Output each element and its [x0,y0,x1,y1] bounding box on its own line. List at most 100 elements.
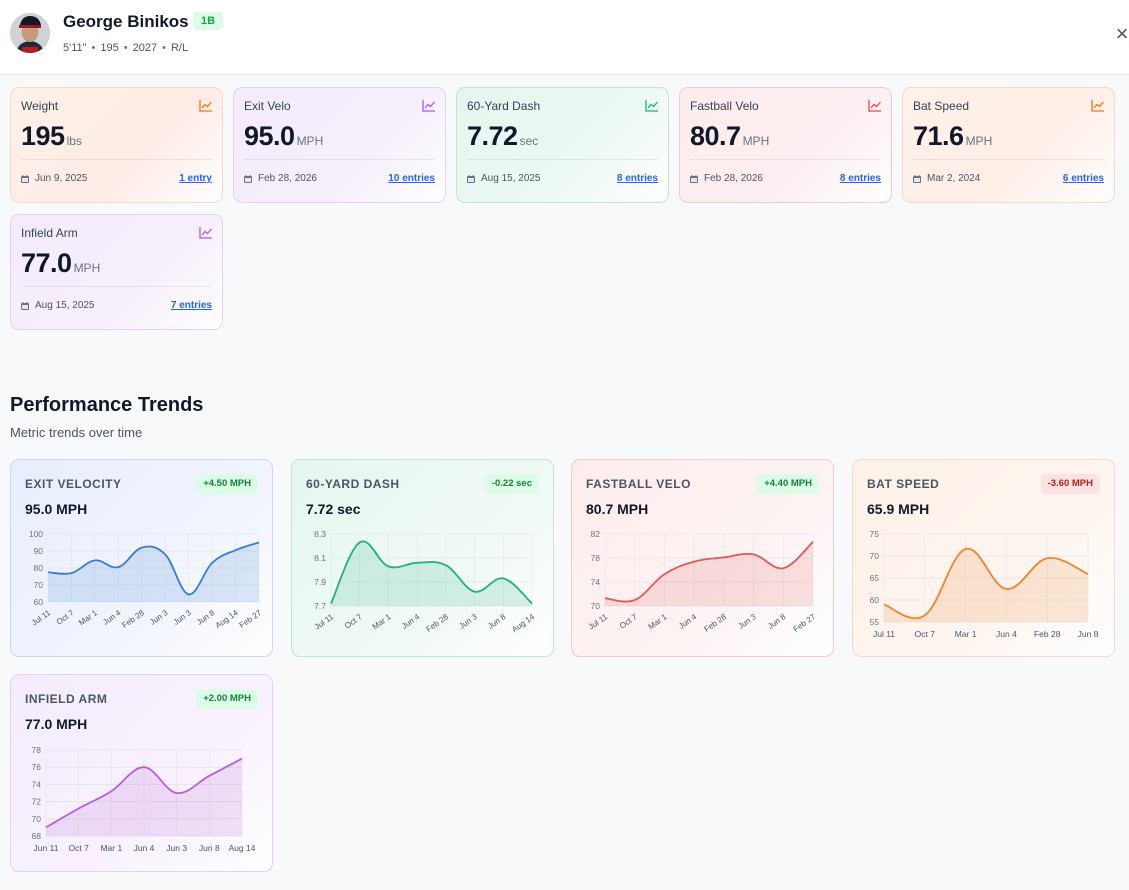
data-point[interactable] [330,602,332,604]
metric-card-infield-arm[interactable]: Infield Arm 77.0 MPH Aug 15, 2025 7 entri… [10,214,223,330]
y-tick-label: 80 [34,563,44,573]
x-tick-label: Feb 27 [792,612,818,634]
player-height: 5'11" [63,42,87,54]
data-point[interactable] [94,559,96,561]
trend-chart-icon[interactable] [199,226,213,239]
data-point[interactable] [502,577,504,579]
data-point[interactable] [812,541,814,543]
data-point[interactable] [211,562,213,564]
data-point[interactable] [634,599,636,601]
data-point[interactable] [143,766,145,768]
data-point[interactable] [141,546,143,548]
metric-unit: MPH [73,261,101,275]
metric-card-bat-speed[interactable]: Bat Speed 71.6 MPH Mar 2, 2024 6 entries [902,87,1115,203]
data-point[interactable] [241,757,243,759]
y-tick-label: 90 [34,546,44,556]
entries-link[interactable]: 10 entries [388,173,435,184]
series-area [46,758,242,836]
trend-chart-icon[interactable] [422,99,436,112]
y-tick-label: 7.7 [314,601,326,611]
data-point[interactable] [723,556,725,558]
trend-card-bat-speed: BAT SPEED -3.60 MPH 65.9 MPH 55 60 65 70 75 Ju… [852,459,1115,657]
x-tick-label: Aug 14 [229,843,256,853]
chart-current-value: 65.9 MPH [867,501,930,517]
section-title: Performance Trends [10,394,204,416]
data-point[interactable] [1005,588,1007,590]
y-tick-label: 65 [870,573,880,583]
x-tick-label: Jul 11 [313,612,336,632]
data-point[interactable] [234,549,236,551]
y-tick-label: 70 [34,580,44,590]
metric-unit: sec [519,134,539,148]
metric-card-weight[interactable]: Weight 195 lbs Jun 9, 2025 1 entry [10,87,223,203]
change-badge: -0.22 sec [484,474,539,494]
x-tick-label: Jun 8 [199,843,220,853]
y-tick-label: 78 [32,745,42,755]
data-point[interactable] [473,590,475,592]
data-point[interactable] [110,790,112,792]
data-point[interactable] [782,567,784,569]
data-point[interactable] [208,775,210,777]
data-point[interactable] [187,593,189,595]
entries-link[interactable]: 8 entries [616,173,658,184]
data-point[interactable] [387,565,389,567]
metric-card-60-yard-dash[interactable]: 60-Yard Dash 7.72 sec Aug 15, 2025 8 entr… [456,87,669,203]
data-point[interactable] [117,566,119,568]
trend-chart-icon[interactable] [199,99,213,112]
data-point[interactable] [77,807,79,809]
calendar-icon [690,174,698,183]
data-point[interactable] [531,602,533,604]
trend-chart-icon[interactable] [645,99,659,112]
trend-chart: 70 74 78 82 Jul 11 Oct 7 Mar 1 Jun 4 Feb 28 Jun 3… [587,529,818,634]
data-point[interactable] [1087,573,1089,575]
x-tick-label: Jun 4 [101,608,123,627]
entries-link[interactable]: 6 entries [1062,173,1104,184]
data-point[interactable] [1046,557,1048,559]
data-point[interactable] [964,548,966,550]
data-point[interactable] [445,564,447,566]
x-tick-label: Jun 4 [677,612,699,631]
data-point[interactable] [359,541,361,543]
close-button[interactable]: × [1115,21,1129,46]
data-point[interactable] [47,571,49,573]
metric-card-exit-velo[interactable]: Exit Velo 95.0 MPH Feb 28, 2026 10 entrie… [233,87,446,203]
data-point[interactable] [924,614,926,616]
divider [21,159,212,160]
data-point[interactable] [70,572,72,574]
y-tick-label: 70 [870,551,880,561]
data-point[interactable] [604,597,606,599]
chart-title: FASTBALL VELO [586,477,691,491]
metric-card-fastball-velo[interactable]: Fastball Velo 80.7 MPH Feb 28, 2026 8 ent… [679,87,892,203]
chart-title: INFIELD ARM [25,692,108,706]
x-tick-label: Jun 3 [166,843,187,853]
metric-value: 80.7 MPH [690,121,770,151]
data-point[interactable] [164,553,166,555]
trend-chart-icon[interactable] [1091,99,1105,112]
data-point[interactable] [258,541,260,543]
chart-current-value: 7.72 sec [306,501,361,517]
y-tick-label: 75 [870,529,880,539]
x-tick-label: Feb 27 [238,608,264,630]
metric-unit: lbs [66,134,82,148]
series-line [47,541,260,596]
data-point[interactable] [752,553,754,555]
data-point[interactable] [175,792,177,794]
entries-link[interactable]: 8 entries [839,173,881,184]
entries-link[interactable]: 1 entry [179,173,212,184]
x-tick-label: Mar 1 [100,843,122,853]
data-point[interactable] [663,573,665,575]
y-tick-label: 74 [591,577,601,587]
series-line [604,541,814,603]
trend-chart-icon[interactable] [868,99,882,112]
y-tick-label: 70 [591,601,601,611]
data-point[interactable] [45,826,47,828]
x-tick-label: Jun 3 [737,612,759,631]
metric-date: Feb 28, 2026 [690,173,763,184]
metric-label: Exit Velo [244,99,291,113]
data-point[interactable] [416,562,418,564]
x-tick-label: Jun 4 [996,629,1017,639]
y-tick-label: 55 [870,617,880,627]
data-point[interactable] [883,603,885,605]
data-point[interactable] [693,560,695,562]
entries-link[interactable]: 7 entries [170,300,212,311]
